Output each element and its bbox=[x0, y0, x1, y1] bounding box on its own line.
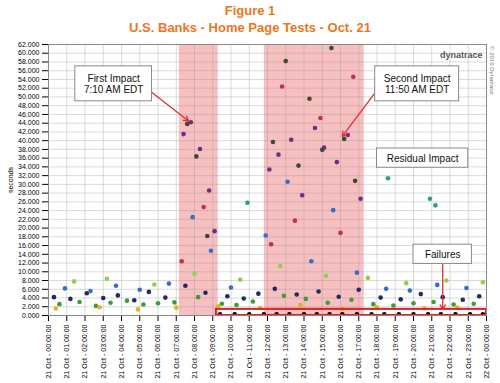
svg-text:2.000: 2.000 bbox=[22, 303, 40, 310]
svg-text:36.000: 36.000 bbox=[18, 154, 40, 161]
svg-text:21 Oct - 14:00:00: 21 Oct - 14:00:00 bbox=[300, 324, 307, 378]
svg-text:21 Oct - 13:00:00: 21 Oct - 13:00:00 bbox=[282, 324, 289, 378]
svg-text:22.000: 22.000 bbox=[18, 216, 40, 223]
svg-text:21 Oct - 15:00:00: 21 Oct - 15:00:00 bbox=[318, 324, 325, 378]
html-text:Figure 1: Figure 1 bbox=[224, 3, 276, 18]
svg-text:21 Oct - 12:00:00: 21 Oct - 12:00:00 bbox=[264, 324, 271, 378]
svg-text:21 Oct - 10:00:00: 21 Oct - 10:00:00 bbox=[227, 324, 234, 378]
svg-text:18.000: 18.000 bbox=[18, 233, 40, 240]
svg-text:First Impact7:10 AM EDT: First Impact7:10 AM EDT bbox=[84, 73, 143, 96]
svg-text:52.000: 52.000 bbox=[18, 84, 40, 91]
svg-text:21 Oct - 17:00:00: 21 Oct - 17:00:00 bbox=[355, 324, 362, 378]
svg-text:21 Oct - 07:00:00: 21 Oct - 07:00:00 bbox=[172, 324, 179, 378]
svg-text:6.000: 6.000 bbox=[22, 286, 40, 293]
svg-text:20.000: 20.000 bbox=[18, 224, 40, 231]
svg-text:21 Oct - 20:00:00: 21 Oct - 20:00:00 bbox=[410, 324, 417, 378]
svg-text:22 Oct - 00:00:00: 22 Oct - 00:00:00 bbox=[483, 324, 490, 378]
svg-text:12.000: 12.000 bbox=[18, 259, 40, 266]
svg-text:0.000: 0.000 bbox=[22, 312, 40, 319]
svg-text:58.000: 58.000 bbox=[18, 58, 40, 65]
svg-text:28.000: 28.000 bbox=[18, 189, 40, 196]
svg-text:seconds: seconds bbox=[7, 166, 14, 193]
svg-text:21 Oct - 05:00:00: 21 Oct - 05:00:00 bbox=[136, 324, 143, 378]
svg-text:21 Oct - 19:00:00: 21 Oct - 19:00:00 bbox=[391, 324, 398, 378]
svg-text:42.000: 42.000 bbox=[18, 128, 40, 135]
svg-text:21 Oct - 18:00:00: 21 Oct - 18:00:00 bbox=[373, 324, 380, 378]
svg-text:21 Oct - 16:00:00: 21 Oct - 16:00:00 bbox=[337, 324, 344, 378]
svg-text:21 Oct - 08:00:00: 21 Oct - 08:00:00 bbox=[191, 324, 198, 378]
svg-text:32.000: 32.000 bbox=[18, 172, 40, 179]
svg-text:21 Oct - 00:00:00: 21 Oct - 00:00:00 bbox=[45, 324, 52, 378]
svg-text:21 Oct - 02:00:00: 21 Oct - 02:00:00 bbox=[81, 324, 88, 378]
svg-text:60.000: 60.000 bbox=[18, 49, 40, 56]
svg-text:Residual Impact: Residual Impact bbox=[387, 153, 459, 164]
svg-text:dynatrace: dynatrace bbox=[440, 50, 483, 60]
svg-text:34.000: 34.000 bbox=[18, 163, 40, 170]
svg-text:8.000: 8.000 bbox=[22, 277, 40, 284]
svg-text:21 Oct - 09:00:00: 21 Oct - 09:00:00 bbox=[209, 324, 216, 378]
svg-text:46.000: 46.000 bbox=[18, 111, 40, 118]
svg-text:26.000: 26.000 bbox=[18, 198, 40, 205]
svg-text:24.000: 24.000 bbox=[18, 207, 40, 214]
svg-text:21 Oct - 21:00:00: 21 Oct - 21:00:00 bbox=[428, 324, 435, 378]
svg-text:Second Impact11:50 AM EDT: Second Impact11:50 AM EDT bbox=[384, 73, 451, 96]
svg-text:30.000: 30.000 bbox=[18, 181, 40, 188]
svg-text:54.000: 54.000 bbox=[18, 76, 40, 83]
svg-text:21 Oct - 01:00:00: 21 Oct - 01:00:00 bbox=[63, 324, 70, 378]
svg-text:40.000: 40.000 bbox=[18, 137, 40, 144]
svg-text:© 2016 Dynatrace: © 2016 Dynatrace bbox=[489, 46, 495, 95]
svg-text:16.000: 16.000 bbox=[18, 242, 40, 249]
svg-text:56.000: 56.000 bbox=[18, 67, 40, 74]
svg-text:21 Oct - 04:00:00: 21 Oct - 04:00:00 bbox=[118, 324, 125, 378]
svg-text:38.000: 38.000 bbox=[18, 146, 40, 153]
svg-text:48.000: 48.000 bbox=[18, 102, 40, 109]
svg-text:21 Oct - 11:00:00: 21 Oct - 11:00:00 bbox=[245, 324, 252, 378]
svg-text:4.000: 4.000 bbox=[22, 294, 40, 301]
svg-text:21 Oct - 23:00:00: 21 Oct - 23:00:00 bbox=[464, 324, 471, 378]
svg-text:21 Oct - 06:00:00: 21 Oct - 06:00:00 bbox=[154, 324, 161, 378]
svg-text:14.000: 14.000 bbox=[18, 251, 40, 258]
svg-text:21 Oct - 03:00:00: 21 Oct - 03:00:00 bbox=[99, 324, 106, 378]
svg-text:Failures: Failures bbox=[425, 249, 461, 260]
svg-text:10.000: 10.000 bbox=[18, 268, 40, 275]
html-text:U.S. Banks - Home Page Tests -: U.S. Banks - Home Page Tests - Oct. 21 bbox=[129, 20, 371, 35]
svg-text:50.000: 50.000 bbox=[18, 93, 40, 100]
svg-text:62.000: 62.000 bbox=[18, 41, 40, 48]
svg-text:44.000: 44.000 bbox=[18, 119, 40, 126]
svg-text:21 Oct - 22:00:00: 21 Oct - 22:00:00 bbox=[446, 324, 453, 378]
